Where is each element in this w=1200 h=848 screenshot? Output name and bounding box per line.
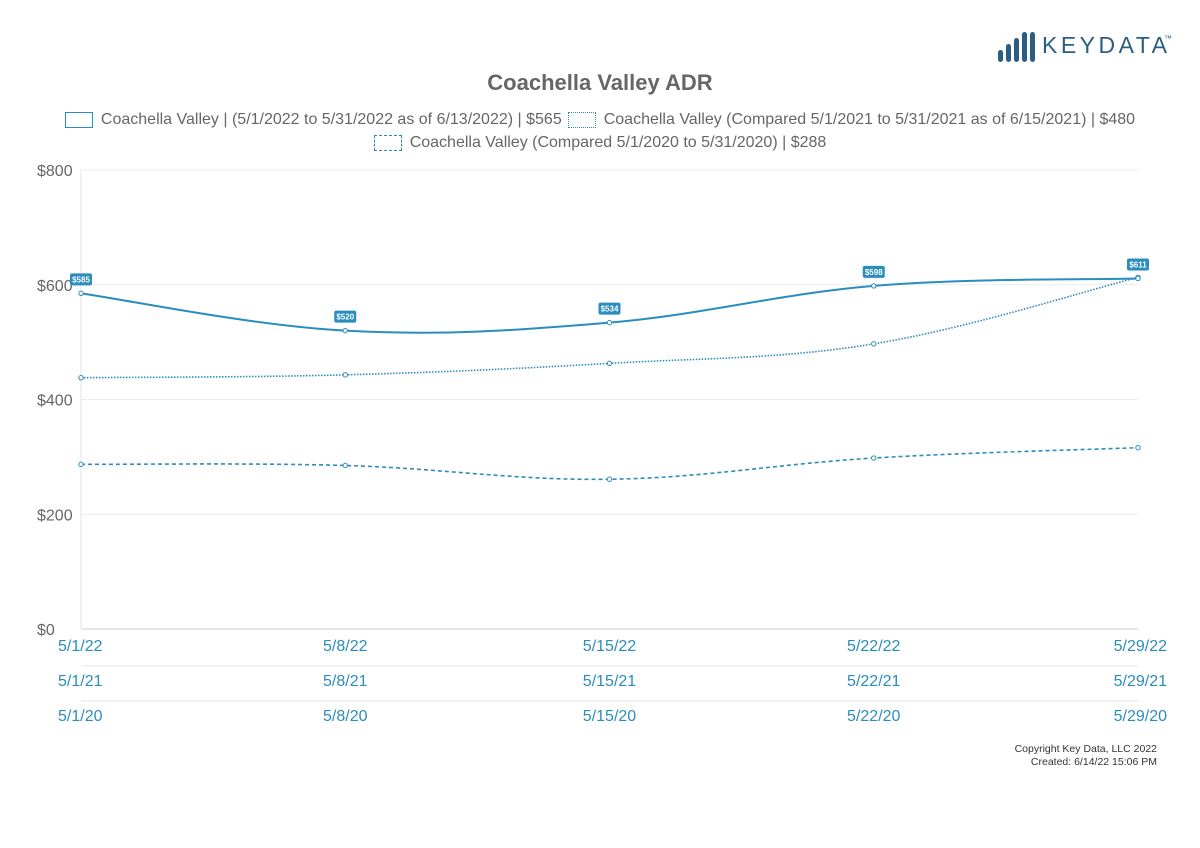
legend-item-2020[interactable]: Coachella Valley (Compared 5/1/2020 to 5… [373,134,827,152]
x-tick-label: 5/29/22 [1114,638,1167,655]
data-point [1135,275,1141,282]
data-point [78,290,84,297]
y-tick-label: $400 [37,393,73,410]
y-tick-label: $800 [37,163,73,180]
copyright-text: Copyright Key Data, LLC 2022 [1014,743,1157,755]
data-point [342,327,348,334]
data-point [1135,444,1141,451]
created-timestamp: Created: 6/14/22 15:06 PM [1030,756,1157,768]
data-label: $598 [865,268,883,277]
data-label-box [70,273,92,286]
data-point [871,341,877,347]
logo-trademark: ™ [1164,34,1172,43]
x-tick-label: 5/8/21 [323,673,368,690]
x-tick-label: 5/15/20 [583,708,636,725]
data-label-box [862,265,885,278]
data-label: $534 [601,305,619,314]
data-point [606,319,613,326]
legend-item-2022[interactable]: Coachella Valley | (5/1/2022 to 5/31/202… [64,111,562,129]
data-point [78,461,84,468]
legend-row-2: Coachella Valley (Compared 5/1/2020 to 5… [0,134,1200,152]
legend-item-2021[interactable]: Coachella Valley (Compared 5/1/2021 to 5… [567,111,1136,129]
x-tick-label: 5/1/20 [58,708,103,725]
logo-bars-icon [998,32,1038,62]
data-label-box [598,302,621,315]
legend-swatch-solid-icon [64,112,93,128]
legend-label: Coachella Valley (Compared 5/1/2020 to 5… [409,134,827,151]
x-tick-label: 5/22/21 [847,673,900,690]
data-point [871,283,877,289]
data-label-box [334,310,357,323]
keydata-logo: KEYDATA ™ [998,30,1173,64]
data-label: $520 [336,313,354,322]
x-tick-label: 5/1/21 [58,673,103,690]
x-tick-label: 5/22/20 [847,708,900,725]
x-tick-label: 5/8/20 [323,708,368,725]
data-point [342,372,348,378]
legend-label: Coachella Valley (Compared 5/1/2021 to 5… [603,111,1136,128]
y-tick-label: $600 [37,278,73,295]
x-tick-label: 5/15/21 [583,673,636,690]
x-tick-label: 5/15/22 [583,638,636,655]
data-point [78,374,84,381]
x-tick-label: 5/22/22 [847,638,900,655]
legend-swatch-dotted-icon [567,112,596,128]
data-point [871,455,877,461]
y-tick-label: $0 [37,622,55,639]
series-2020-line [80,446,1139,481]
x-tick-label: 5/1/22 [58,638,103,655]
legend-label: Coachella Valley | (5/1/2022 to 5/31/202… [100,111,562,128]
data-label: $585 [72,275,90,284]
legend-swatch-dashed-icon [373,135,402,151]
x-tick-label: 5/8/22 [323,638,368,655]
chart-title: Coachella Valley ADR [487,70,713,95]
data-point [342,462,348,469]
x-tick-label: 5/29/21 [1114,673,1167,690]
data-point [606,360,613,367]
y-tick-label: $200 [37,507,73,524]
logo-text: KEYDATA [1042,32,1171,58]
x-tick-label: 5/29/20 [1114,708,1167,725]
footer: Copyright Key Data, LLC 2022 Created: 6/… [1015,743,1157,769]
data-point [606,476,613,482]
data-label-box [1127,258,1149,271]
legend: Coachella Valley | (5/1/2022 to 5/31/202… [0,111,1200,129]
data-label: $611 [1129,260,1147,269]
